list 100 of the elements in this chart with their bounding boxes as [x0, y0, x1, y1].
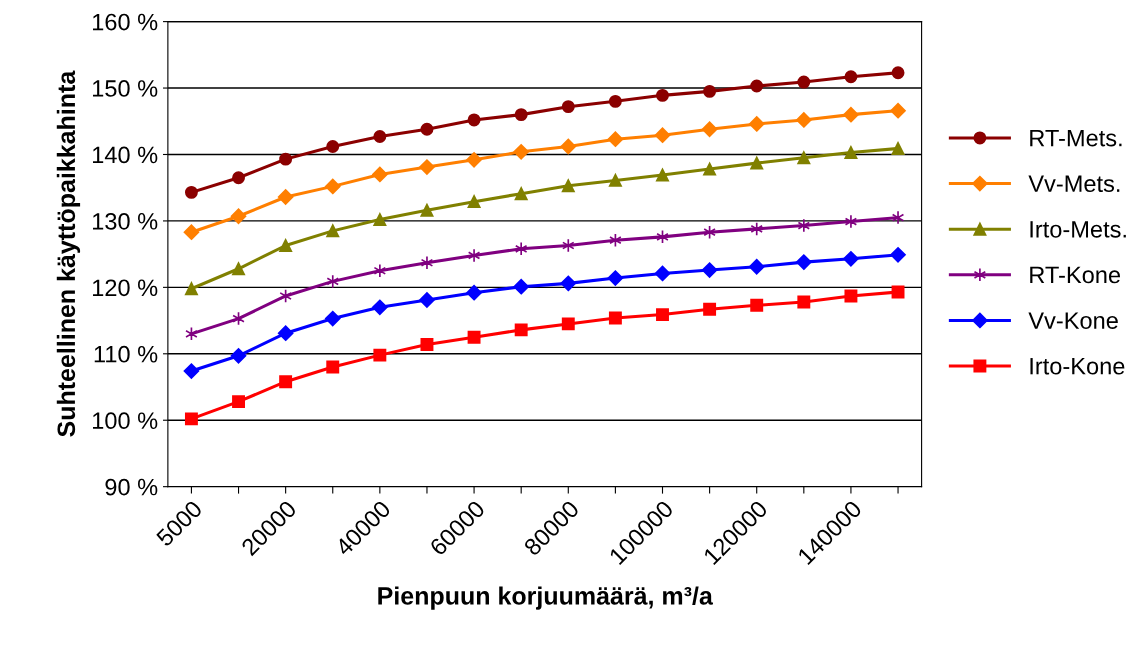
legend-label: RT-Kone — [1030, 266, 1121, 284]
point — [514, 323, 528, 337]
point — [326, 360, 340, 374]
y-tick-label: 140 % — [93, 146, 158, 164]
point — [608, 94, 622, 108]
y-tick-label: 90 % — [105, 478, 158, 496]
point — [561, 179, 575, 193]
point — [656, 88, 669, 102]
point — [748, 116, 765, 132]
point — [750, 298, 764, 312]
point — [890, 247, 906, 263]
point — [514, 187, 528, 201]
point — [844, 289, 858, 303]
point — [797, 295, 811, 309]
x-axis-title: Pienpuun korjuumäärä, m³/a — [378, 586, 713, 610]
point — [844, 70, 858, 84]
point — [324, 310, 341, 327]
point — [183, 363, 200, 379]
legend-label: Irto-Kone — [1030, 358, 1125, 375]
point — [184, 412, 198, 426]
point — [419, 159, 435, 175]
point — [701, 121, 718, 138]
y-tick-label: 110 % — [94, 345, 158, 363]
point — [796, 254, 812, 270]
point — [419, 292, 435, 308]
legend-label: Vv-Kone — [1028, 312, 1118, 329]
point — [372, 166, 388, 183]
y-tick-label: 150 % — [93, 80, 158, 97]
point — [607, 270, 624, 286]
point — [514, 108, 528, 122]
point — [184, 185, 198, 199]
point — [277, 189, 294, 205]
legend-label: Vv-Mets. — [1028, 175, 1120, 193]
point — [656, 308, 669, 322]
point — [703, 302, 717, 316]
point — [562, 238, 575, 253]
point — [279, 152, 293, 166]
point — [750, 221, 763, 236]
point — [277, 325, 294, 341]
point — [467, 113, 481, 127]
point — [797, 218, 811, 233]
y-tick-label: 100 % — [93, 412, 158, 430]
point — [466, 152, 482, 168]
point — [279, 375, 293, 389]
point — [232, 395, 245, 409]
point — [750, 79, 764, 93]
point — [372, 299, 388, 316]
y-tick-label: 120 % — [93, 279, 158, 297]
point — [183, 224, 200, 240]
y-tick-label: 160 % — [93, 13, 158, 31]
point — [891, 142, 905, 155]
point — [324, 178, 341, 195]
point — [560, 275, 577, 292]
point — [703, 84, 717, 98]
point — [513, 144, 529, 160]
point — [843, 106, 859, 123]
point — [844, 146, 858, 159]
point — [513, 278, 529, 295]
point — [230, 348, 247, 364]
point — [844, 214, 858, 229]
point — [326, 274, 339, 289]
point — [797, 151, 811, 165]
point — [279, 239, 293, 252]
y-tick-label: 130 % — [93, 212, 158, 230]
point — [326, 224, 340, 238]
point — [466, 284, 482, 301]
point — [420, 255, 434, 270]
point — [654, 127, 671, 143]
point — [843, 251, 859, 267]
point — [373, 130, 387, 144]
legend-label: Irto-Mets. — [1030, 221, 1126, 238]
point — [561, 317, 575, 331]
point — [654, 265, 671, 282]
point — [184, 282, 198, 296]
point — [420, 122, 434, 136]
point — [467, 248, 481, 263]
point — [467, 330, 481, 344]
point — [891, 66, 905, 80]
point — [326, 140, 340, 153]
point — [467, 195, 481, 209]
legend-label: RT-Mets. — [1030, 129, 1122, 147]
point — [797, 75, 811, 89]
point — [607, 131, 624, 147]
point — [373, 263, 387, 278]
point — [748, 258, 765, 275]
point — [232, 262, 245, 276]
point — [750, 156, 764, 170]
point — [514, 241, 528, 256]
point — [232, 171, 245, 185]
point — [373, 213, 387, 227]
point — [230, 208, 247, 225]
point — [701, 262, 718, 278]
point — [373, 348, 387, 362]
point — [608, 173, 622, 187]
point — [608, 311, 622, 325]
y-axis-title: Suhteellinen käyttöpaikkahinta — [56, 70, 81, 437]
point — [420, 203, 434, 217]
point — [890, 102, 906, 119]
point — [560, 138, 577, 155]
point — [561, 100, 575, 114]
